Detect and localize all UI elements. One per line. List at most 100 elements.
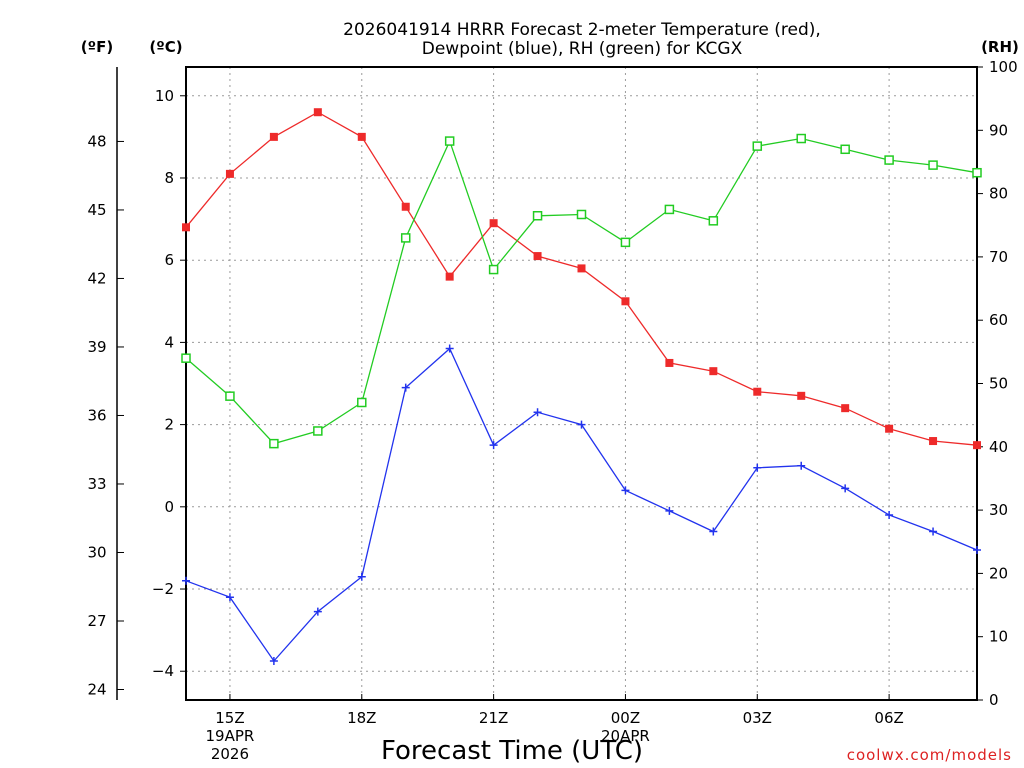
temperature-point xyxy=(533,252,542,261)
rh-tick-label: 60 xyxy=(989,311,1008,329)
temperature-point xyxy=(753,387,762,396)
rh-point xyxy=(972,167,982,178)
dewpoint-point xyxy=(665,506,674,515)
f-tick-label: 27 xyxy=(87,612,106,630)
rh-point xyxy=(313,426,323,436)
rh-tick-label: 70 xyxy=(989,248,1008,266)
grid-lines xyxy=(186,67,977,700)
rh-point xyxy=(400,233,411,243)
rh-tick-label: 30 xyxy=(989,501,1008,519)
temperature-point xyxy=(489,219,498,228)
x-tick-label: 21Z xyxy=(479,709,508,727)
rh-tick-label: 0 xyxy=(989,691,999,709)
c-tick-label: 10 xyxy=(155,87,174,105)
rh-point xyxy=(225,391,235,401)
celsius-unit-label: (ºC) xyxy=(149,38,182,56)
fahrenheit-unit-label: (ºF) xyxy=(81,38,113,56)
dewpoint-point xyxy=(709,527,718,536)
dewpoint-point xyxy=(357,572,366,581)
dewpoint-point xyxy=(841,484,850,493)
credit-label: coolwx.com/models xyxy=(847,746,1012,764)
dewpoint-point xyxy=(533,408,542,417)
chart-title-line2: Dewpoint (blue), RH (green) for KCGX xyxy=(422,39,743,59)
rh-point xyxy=(357,397,367,408)
dewpoint-point xyxy=(885,511,894,520)
series-temperature xyxy=(182,108,981,450)
x-tick-date: 19APR xyxy=(206,727,255,745)
x-tick-year: 2026 xyxy=(211,745,249,763)
series-line-temperature xyxy=(185,111,978,446)
temperature-point xyxy=(621,297,630,306)
rh-tick-label: 40 xyxy=(989,438,1008,456)
c-tick-label: −2 xyxy=(152,580,174,598)
dewpoint-point xyxy=(313,607,322,616)
rh-point xyxy=(488,264,499,275)
rh-point xyxy=(664,204,675,215)
temperature-point xyxy=(797,391,806,400)
f-tick-label: 42 xyxy=(87,269,106,287)
rh-point xyxy=(840,144,850,155)
rh-tick-label: 90 xyxy=(989,121,1008,139)
c-tick-label: 4 xyxy=(164,333,174,351)
x-tick-label: 18Z xyxy=(347,709,376,727)
dewpoint-point xyxy=(797,461,806,470)
dewpoint-point xyxy=(401,383,410,392)
plot-frame xyxy=(185,66,978,701)
rh-point xyxy=(576,209,587,220)
f-tick-label: 39 xyxy=(87,338,106,356)
f-tick-label: 36 xyxy=(87,406,106,424)
series-line-rh xyxy=(185,137,978,445)
rh-tick-label: 80 xyxy=(989,185,1008,203)
dewpoint-point xyxy=(929,527,938,536)
temperature-point xyxy=(709,367,718,376)
series-layer xyxy=(181,108,982,665)
series-dewpoint xyxy=(182,344,981,665)
rh-tick-label: 100 xyxy=(989,58,1018,76)
dewpoint-point xyxy=(489,441,498,450)
c-tick-label: 8 xyxy=(164,169,174,187)
series-line-dewpoint xyxy=(185,347,978,663)
rh-tick-label: 20 xyxy=(989,564,1008,582)
dewpoint-point xyxy=(973,545,981,554)
tick-labels: −4−2024681024273033363942454801020304050… xyxy=(87,58,1017,763)
temperature-point xyxy=(929,437,938,446)
x-axis-label: Forecast Time (UTC) xyxy=(381,736,643,766)
rh-point xyxy=(181,353,191,363)
rh-point xyxy=(708,216,719,226)
dewpoint-point xyxy=(577,420,586,429)
temperature-point xyxy=(401,202,410,211)
temperature-point xyxy=(577,264,586,273)
f-tick-label: 24 xyxy=(87,680,106,698)
rh-unit-label: (RH) xyxy=(981,38,1019,56)
dewpoint-point xyxy=(269,656,278,665)
rh-tick-label: 10 xyxy=(989,628,1008,646)
dewpoint-point xyxy=(182,576,190,585)
rh-tick-label: 50 xyxy=(989,375,1008,393)
dewpoint-point xyxy=(225,593,234,602)
rh-point xyxy=(796,133,806,144)
rh-point xyxy=(928,160,938,170)
temperature-point xyxy=(445,272,454,281)
dewpoint-point xyxy=(753,463,762,472)
dewpoint-point xyxy=(445,344,454,353)
x-tick-label: 06Z xyxy=(874,709,903,727)
rh-point xyxy=(620,237,631,248)
temperature-point xyxy=(357,132,366,141)
c-tick-label: 6 xyxy=(164,251,174,269)
temperature-point xyxy=(973,441,981,450)
f-tick-label: 45 xyxy=(87,201,106,219)
chart-title-line1: 2026041914 HRRR Forecast 2-meter Tempera… xyxy=(343,20,821,40)
rh-point xyxy=(884,155,894,165)
x-tick-label: 03Z xyxy=(743,709,772,727)
temperature-point xyxy=(313,108,322,117)
f-tick-label: 48 xyxy=(87,132,106,150)
temperature-point xyxy=(665,358,674,367)
c-tick-label: −4 xyxy=(152,662,174,680)
temperature-point xyxy=(225,169,234,178)
axes xyxy=(116,66,983,701)
c-tick-label: 0 xyxy=(164,498,174,516)
temperature-point xyxy=(841,404,850,413)
rh-point xyxy=(269,438,279,449)
rh-point xyxy=(444,136,455,146)
x-tick-label: 00Z xyxy=(611,709,640,727)
